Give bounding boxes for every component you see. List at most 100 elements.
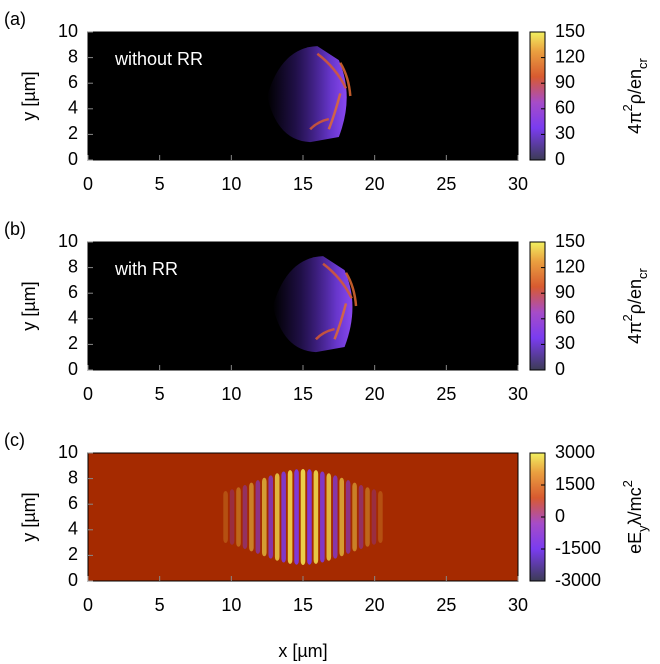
- y-tick-label: 4: [68, 308, 78, 328]
- colorbar: [529, 31, 546, 161]
- x-tick-label: 15: [293, 595, 313, 615]
- x-tick-label: 10: [221, 384, 241, 404]
- heatmap-image: [267, 46, 352, 143]
- colorbar-label: eEyλ/mc2: [620, 480, 650, 554]
- y-tick-label: 6: [68, 282, 78, 302]
- x-tick-label: 0: [83, 384, 93, 404]
- colorbar-label: 4π2ρ/encr: [620, 267, 650, 343]
- x-tick-label: 0: [83, 595, 93, 615]
- field-stripe: [320, 471, 325, 563]
- density-streak: [314, 327, 335, 341]
- field-stripe: [339, 477, 344, 557]
- density-streak: [322, 262, 353, 299]
- y-tick-label: 10: [58, 21, 78, 41]
- x-axis-label: x [µm]: [278, 641, 327, 661]
- y-tick-label: 2: [68, 544, 78, 564]
- field-stripe: [345, 480, 351, 554]
- annotation: with RR: [114, 259, 178, 279]
- field-stripe: [365, 487, 370, 547]
- colorbar-tick-label: 90: [555, 282, 575, 302]
- colorbar-tick-label: 120: [555, 256, 585, 276]
- y-tick-label: 0: [68, 359, 78, 379]
- field-stripe: [294, 469, 299, 565]
- x-tick-label: 20: [365, 595, 385, 615]
- colorbar-label-part: 4π: [625, 321, 645, 343]
- field-stripe: [287, 470, 293, 564]
- colorbar-tick-label: 3000: [555, 442, 595, 462]
- field-stripe: [249, 482, 254, 552]
- colorbar-tick-label: 0: [555, 359, 565, 379]
- density-streak: [327, 93, 342, 130]
- x-tick-label: 20: [365, 174, 385, 194]
- x-tick-label: 30: [508, 595, 528, 615]
- x-tick-label: 15: [293, 384, 313, 404]
- colorbar-tick-label: 0: [555, 506, 565, 526]
- colorbar-tick-label: -1500: [555, 538, 601, 558]
- colorbar-tick-label: 30: [555, 123, 575, 143]
- colorbar-label-part: ρ/en: [625, 279, 645, 314]
- panel-label: (c): [4, 430, 25, 450]
- field-stripe: [262, 477, 267, 557]
- field-stripe: [326, 473, 332, 561]
- y-tick-label: 2: [68, 123, 78, 143]
- x-tick-label: 25: [436, 384, 456, 404]
- colorbar-tick-label: 0: [555, 149, 565, 169]
- annotation: without RR: [114, 49, 203, 69]
- y-axis-label: y [µm]: [19, 492, 39, 541]
- colorbar: [529, 241, 546, 371]
- field-stripe: [352, 482, 357, 552]
- colorbar-label-part: cr: [635, 57, 650, 69]
- field-stripe: [332, 475, 338, 559]
- y-axis-label: y [µm]: [19, 281, 39, 330]
- y-tick-label: 0: [68, 570, 78, 590]
- x-tick-label: 30: [508, 174, 528, 194]
- field-stripe: [229, 489, 235, 545]
- colorbar-label: 4π2ρ/encr: [620, 57, 650, 133]
- field-stripe: [242, 484, 248, 550]
- field-stripe: [371, 489, 377, 545]
- density-streak: [333, 303, 348, 340]
- colorbar-tick-label: 60: [555, 98, 575, 118]
- y-tick-label: 4: [68, 98, 78, 118]
- colorbar-tick-label: 150: [555, 21, 585, 41]
- field-stripe: [358, 484, 364, 550]
- density-streak: [344, 272, 358, 307]
- colorbar-label-part: 2: [620, 314, 635, 321]
- colorbar-label-part: cr: [635, 267, 650, 279]
- colorbar-label-part: λ/mc: [625, 487, 645, 525]
- colorbar-tick-label: 1500: [555, 474, 595, 494]
- y-tick-label: 8: [68, 467, 78, 487]
- x-tick-label: 0: [83, 174, 93, 194]
- x-tick-label: 10: [221, 595, 241, 615]
- colorbar-label-part: 4π: [625, 111, 645, 133]
- x-tick-label: 20: [365, 384, 385, 404]
- colorbar-tick-label: -3000: [555, 570, 601, 590]
- y-tick-label: 2: [68, 333, 78, 353]
- x-tick-label: 25: [436, 595, 456, 615]
- field-stripe: [236, 487, 241, 547]
- colorbar-label-part: 2: [620, 104, 635, 111]
- plasma-region: [272, 256, 353, 353]
- x-tick-label: 10: [221, 174, 241, 194]
- x-tick-label: 30: [508, 384, 528, 404]
- x-tick-label: 25: [436, 174, 456, 194]
- field-stripe: [307, 469, 312, 565]
- panel-label: (b): [4, 219, 26, 239]
- colorbar-label-part: ρ/en: [625, 69, 645, 104]
- y-tick-label: 4: [68, 519, 78, 539]
- field-stripe: [255, 480, 261, 554]
- field-stripe: [300, 469, 306, 565]
- colorbar-tick-label: 60: [555, 308, 575, 328]
- density-streak: [309, 117, 330, 131]
- x-tick-label: 5: [155, 384, 165, 404]
- field-stripe: [378, 490, 383, 544]
- plasma-region: [267, 46, 347, 143]
- y-tick-label: 6: [68, 493, 78, 513]
- colorbar-tick-label: 150: [555, 231, 585, 251]
- field-stripe: [313, 470, 319, 564]
- panel-label: (a): [4, 9, 26, 29]
- colorbar-tick-label: 120: [555, 46, 585, 66]
- density-streak: [339, 62, 352, 97]
- colorbar-tick-label: 30: [555, 333, 575, 353]
